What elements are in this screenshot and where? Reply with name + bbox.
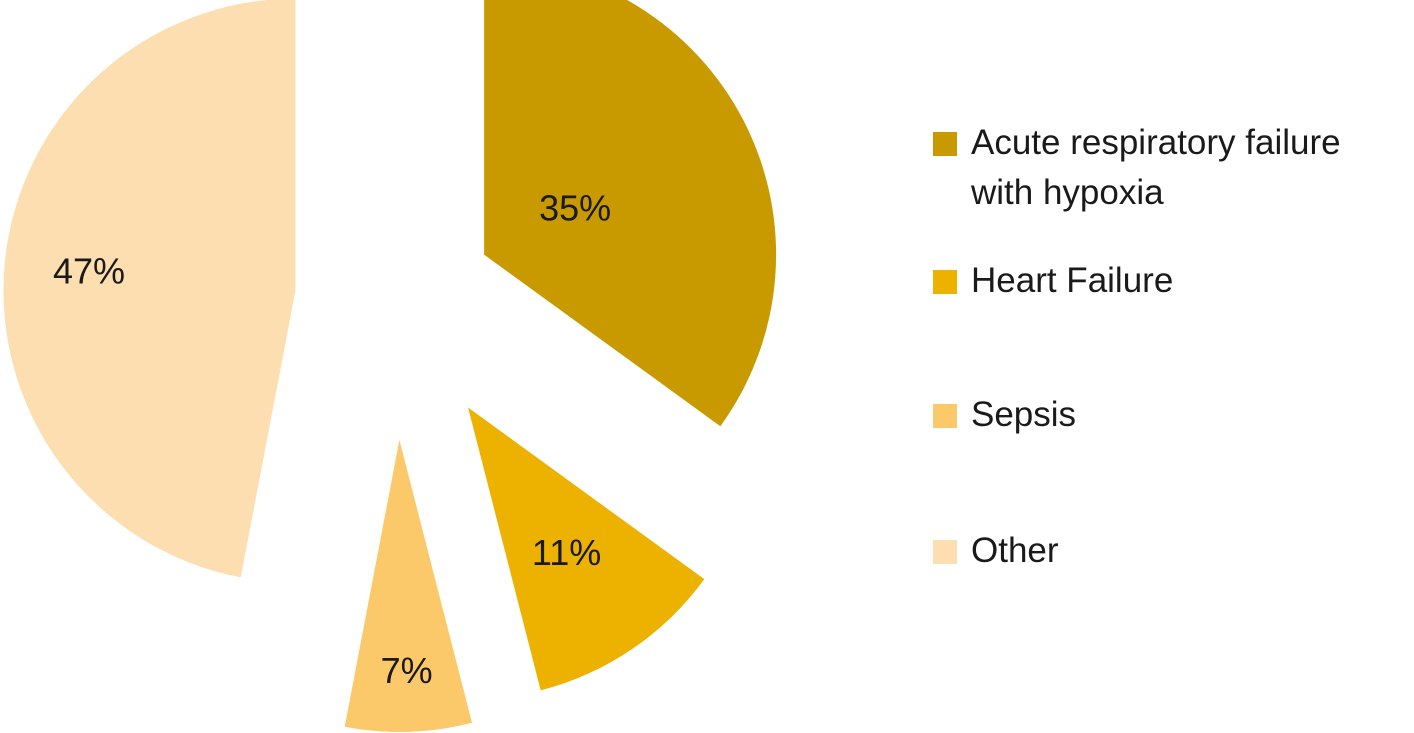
data-label-other: 47% — [53, 251, 125, 292]
legend-label: Acute respiratory failure with hypoxia — [971, 123, 1341, 212]
pie-slice-heart-failure — [468, 407, 705, 691]
legend: Acute respiratory failure with hypoxia H… — [933, 118, 1403, 586]
legend-item-sepsis: Sepsis — [933, 390, 1403, 526]
pie-slice-sepsis — [344, 439, 473, 732]
data-label-heart-failure: 11% — [532, 532, 601, 573]
data-label-sepsis: 7% — [381, 650, 433, 691]
legend-label: Heart Failure — [971, 261, 1174, 300]
legend-swatch — [933, 404, 957, 428]
legend-item-heart-failure: Heart Failure — [933, 256, 1403, 390]
legend-swatch — [933, 270, 957, 294]
pie-slice-other — [3, 0, 296, 578]
legend-swatch — [933, 540, 957, 564]
pie-plot-area: 35% 11% 7% 47% — [3, 0, 777, 732]
legend-swatch — [933, 132, 957, 156]
legend-item-acute-respiratory-failure: Acute respiratory failure with hypoxia — [933, 118, 1403, 256]
data-label-acute-respiratory-failure: 35% — [539, 188, 611, 229]
legend-label: Other — [971, 531, 1059, 570]
pie-slice-acute-respiratory-failure — [484, 0, 777, 427]
legend-item-other: Other — [933, 526, 1403, 586]
legend-label: Sepsis — [971, 395, 1077, 434]
